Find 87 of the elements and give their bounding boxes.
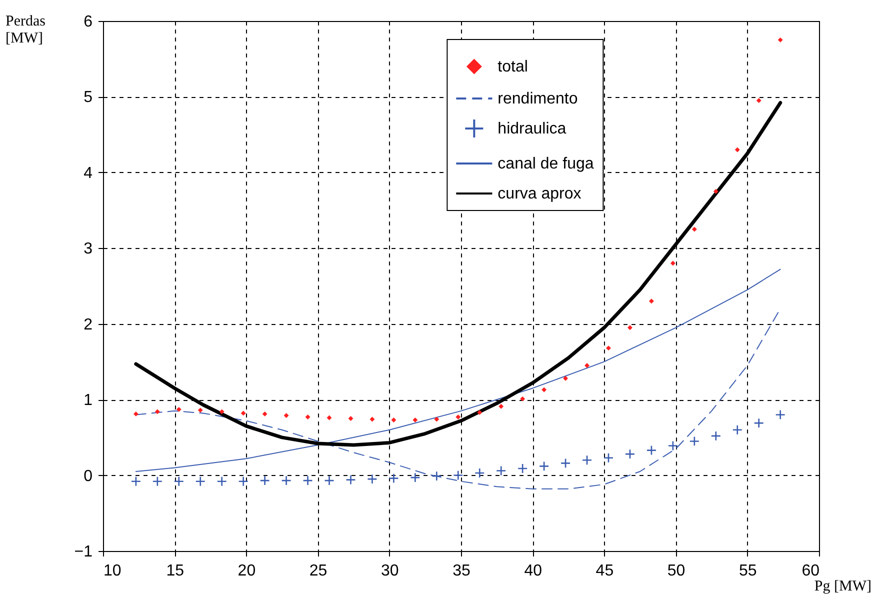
y-tick-label: 6 bbox=[84, 14, 93, 30]
point bbox=[538, 461, 550, 472]
point bbox=[560, 458, 571, 468]
point bbox=[176, 406, 182, 412]
point bbox=[474, 468, 485, 478]
point bbox=[434, 416, 440, 422]
point bbox=[648, 298, 654, 304]
point bbox=[754, 418, 764, 428]
point bbox=[412, 418, 418, 422]
x-tick-label: 35 bbox=[452, 562, 470, 580]
point bbox=[606, 346, 611, 351]
x-axis-title: Pg [MW] bbox=[814, 578, 872, 594]
point bbox=[734, 147, 740, 152]
point bbox=[262, 411, 268, 416]
point bbox=[281, 475, 292, 486]
point bbox=[668, 440, 678, 451]
point bbox=[346, 474, 356, 485]
point bbox=[496, 466, 506, 476]
point bbox=[216, 476, 227, 486]
point bbox=[517, 463, 528, 474]
point bbox=[628, 325, 632, 330]
point bbox=[174, 476, 184, 486]
point bbox=[432, 470, 442, 482]
line-series bbox=[135, 268, 781, 472]
point bbox=[692, 226, 697, 232]
point bbox=[238, 476, 248, 486]
point bbox=[410, 472, 420, 483]
point bbox=[305, 414, 310, 420]
point bbox=[240, 410, 246, 416]
point bbox=[133, 411, 138, 416]
point bbox=[195, 476, 206, 486]
point bbox=[775, 410, 786, 420]
x-tick-label: 45 bbox=[596, 562, 614, 580]
point bbox=[498, 404, 504, 409]
x-tick-label: 10 bbox=[104, 562, 122, 580]
x-tick-label: 55 bbox=[739, 562, 757, 580]
x-tick-label: 15 bbox=[166, 562, 184, 580]
legend-label: canal de fuga bbox=[498, 156, 594, 172]
point bbox=[324, 475, 334, 486]
legend-label: total bbox=[498, 58, 528, 76]
point bbox=[198, 408, 203, 413]
point bbox=[542, 387, 547, 392]
point bbox=[563, 376, 568, 381]
legend-label: curva aprox bbox=[498, 186, 582, 202]
point bbox=[219, 409, 224, 414]
legend-label: hidraulica bbox=[498, 120, 566, 138]
y-tick-label: 3 bbox=[84, 240, 93, 258]
point bbox=[348, 416, 354, 421]
point bbox=[391, 418, 396, 422]
y-tick-label: 0 bbox=[84, 468, 93, 485]
point bbox=[582, 455, 592, 466]
point bbox=[302, 475, 313, 486]
point bbox=[713, 188, 718, 194]
point bbox=[477, 410, 482, 415]
y-tick-label: 1 bbox=[84, 392, 93, 410]
point bbox=[453, 470, 464, 480]
y-tick-label: 4 bbox=[84, 164, 93, 182]
point bbox=[624, 448, 636, 460]
point bbox=[260, 475, 270, 486]
x-tick-label: 60 bbox=[802, 562, 820, 580]
y-axis-title: Perdas [MW] bbox=[6, 14, 46, 46]
point bbox=[756, 98, 762, 103]
point bbox=[689, 436, 700, 446]
point bbox=[646, 445, 657, 456]
point bbox=[603, 452, 614, 463]
y-tick-label: 2 bbox=[84, 316, 93, 334]
point bbox=[152, 476, 163, 486]
y-tick-label: −1 bbox=[74, 544, 93, 560]
x-tick-label: 25 bbox=[309, 562, 328, 580]
point bbox=[520, 396, 526, 402]
x-tick-label: 50 bbox=[667, 562, 686, 580]
point bbox=[456, 414, 461, 420]
point bbox=[670, 260, 676, 266]
point bbox=[130, 476, 142, 486]
legend-label: rendimento bbox=[498, 90, 578, 108]
point bbox=[778, 37, 783, 42]
point bbox=[710, 430, 722, 442]
x-tick-label: 30 bbox=[381, 562, 399, 580]
point bbox=[370, 416, 375, 422]
point bbox=[284, 412, 289, 418]
point bbox=[367, 474, 378, 484]
x-tick-label: 40 bbox=[524, 562, 542, 580]
x-tick-label: 20 bbox=[238, 562, 256, 580]
point bbox=[154, 409, 160, 414]
point bbox=[388, 473, 399, 484]
y-tick-label: 5 bbox=[84, 89, 93, 106]
point bbox=[732, 424, 742, 435]
